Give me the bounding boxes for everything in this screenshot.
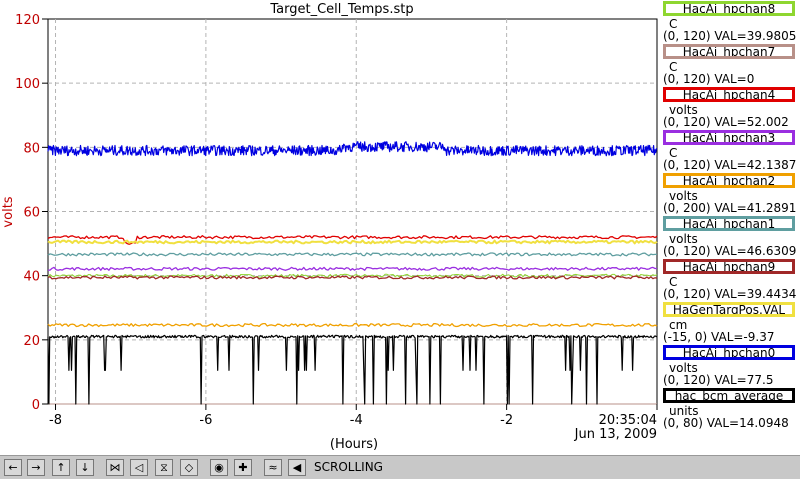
series-line-HacAi_hpchan1 [47,252,657,257]
legend-unit: volts [669,103,698,117]
toolbar: SCROLLING ← → ↑ ↓ ⋈ ◁ ⧖ ◇ ◉ ✚ ≈ ◀ [0,455,800,479]
pause-button[interactable]: ◀ [288,459,306,476]
scroll-up-button[interactable]: ↑ [52,459,70,476]
legend-range-value: (0, 120) VAL=77.5 [663,373,774,387]
series-line-HacAi_hpchan9 [47,275,658,280]
add-button[interactable]: ✚ [234,459,252,476]
legend-entry[interactable]: HacAi_hpchan0 volts (0, 120) VAL=77.5 [660,344,800,387]
x-tick-label: -2 [500,413,513,428]
y-axis-label: volts [1,196,16,227]
legend-range-value: (-15, 0) VAL=-9.37 [663,330,775,344]
legend-name: HaGenTargPos.VAL [663,302,795,317]
y-tick-label: 80 [23,141,40,156]
legend-range-value: (0, 120) VAL=46.6309 [663,244,797,258]
series-line-HacAi_hpchan2 [47,322,658,328]
scroll-left-button[interactable]: ← [4,459,22,476]
scroll-right-button[interactable]: → [27,459,45,476]
legend-entry[interactable]: HacAi_hpchan2 volts (0, 200) VAL=41.2891 [660,172,800,215]
legend-unit: volts [669,232,698,246]
legend-name: HacAi_hpchan7 [663,44,795,59]
legend-range-value: (0, 80) VAL=14.0948 [663,416,789,430]
legend-range-value: (0, 120) VAL=39.9805 [663,29,797,43]
x-tick-label: -8 [49,413,62,428]
legend-range-value: (0, 120) VAL=42.1387 [663,158,797,172]
series-line-hac_bcm_average [47,334,658,405]
legend-name: hac_bcm_average [663,388,795,403]
legend-range-value: (0, 200) VAL=41.2891 [663,201,797,215]
autoscale-button[interactable]: ≈ [264,459,282,476]
legend-name: HacAi_hpchan1 [663,216,795,231]
series-line-HacAi_hpchan3 [47,266,657,271]
zoom-out-y-button[interactable]: ◇ [180,459,198,476]
strip-chart: 0 20 40 60 80 100 120 -8 -6 -4 -2 Target_Cell_Temps… [1,2,658,452]
legend-entry[interactable]: HacAi_hpchan1 volts (0, 120) VAL=46.6309 [660,215,800,258]
series-line-HacAi_hpchan0 [47,141,658,157]
legend-range-value: (0, 120) VAL=0 [663,72,755,86]
legend-unit: C [669,275,678,289]
legend-entry[interactable]: HacAi_hpchan9 C (0, 120) VAL=39.4434 [660,258,800,301]
legend-entry[interactable]: HacAi_hpchan4 volts (0, 120) VAL=52.002 [660,86,800,129]
scroll-status: SCROLLING [314,460,383,474]
series-line-HacAi_hpchan4 [47,235,658,245]
legend-entry[interactable]: HaGenTargPos.VAL cm (-15, 0) VAL=-9.37 [660,301,800,344]
date-label: Jun 13, 2009 [574,427,657,442]
legend-panel: HacAi_hpchan8 C (0, 120) VAL=39.9805 HacAi_… [660,0,800,455]
y-tick-label: 120 [15,13,40,28]
legend-name: HacAi_hpchan4 [663,87,795,102]
legend-unit: volts [669,189,698,203]
y-tick-label: 20 [23,334,40,349]
x-tick-label: -6 [199,413,212,428]
chart-title: Target_Cell_Temps.stp [269,2,413,17]
legend-name: HacAi_hpchan3 [663,130,795,145]
x-tick-label: -4 [350,413,363,428]
legend-entry[interactable]: hac_bcm_average units (0, 80) VAL=14.0948 [660,387,800,430]
y-tick-label: 40 [23,270,40,285]
reset-button[interactable]: ◉ [210,459,228,476]
legend-name: HacAi_hpchan0 [663,345,795,360]
legend-entry[interactable]: HacAi_hpchan8 C (0, 120) VAL=39.9805 [660,0,800,43]
legend-unit: units [669,404,699,418]
legend-unit: C [669,60,678,74]
zoom-in-x-button[interactable]: ⋈ [106,459,124,476]
legend-range-value: (0, 120) VAL=39.4434 [663,287,797,301]
zoom-out-x-button[interactable]: ◁ [130,459,148,476]
legend-unit: C [669,146,678,160]
legend-name: HacAi_hpchan8 [663,1,795,16]
time-label: 20:35:04 [599,413,657,428]
legend-entry[interactable]: HacAi_hpchan7 C (0, 120) VAL=0 [660,43,800,86]
scroll-down-button[interactable]: ↓ [76,459,94,476]
legend-entry[interactable]: HacAi_hpchan3 C (0, 120) VAL=42.1387 [660,129,800,172]
legend-name: HacAi_hpchan2 [663,173,795,188]
y-tick-label: 0 [32,398,40,413]
legend-unit: volts [669,361,698,375]
y-tick-label: 60 [23,206,40,221]
x-axis-label: (Hours) [330,437,378,452]
legend-range-value: (0, 120) VAL=52.002 [663,115,789,129]
zoom-in-y-button[interactable]: ⧖ [155,459,173,476]
legend-name: HacAi_hpchan9 [663,259,795,274]
legend-unit: C [669,17,678,31]
y-tick-label: 100 [15,77,40,92]
legend-unit: cm [669,318,688,332]
series-line-HaGenTargPos.VAL [47,239,658,245]
